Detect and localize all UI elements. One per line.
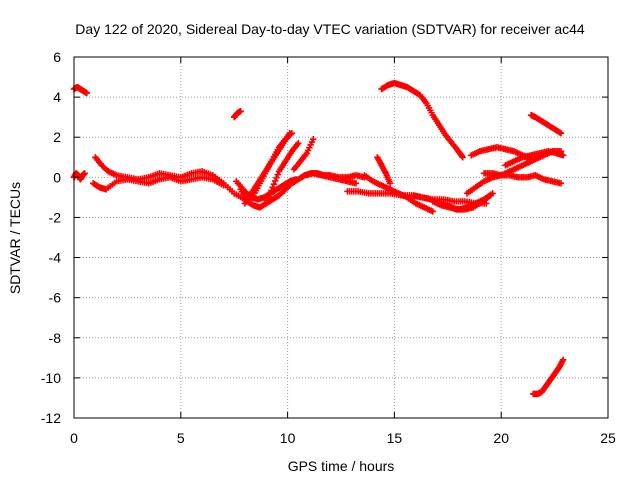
y-tick-label: -8	[49, 330, 62, 346]
data-point	[287, 131, 294, 138]
chart-title: Day 122 of 2020, Sidereal Day-to-day VTE…	[75, 21, 585, 37]
x-tick-label: 20	[493, 430, 509, 446]
data-point	[220, 182, 227, 189]
series-arc-short-7.6	[231, 107, 244, 121]
series-arc-17-19-low	[429, 190, 496, 213]
data-point	[386, 180, 394, 187]
series-arc-descend-14-17	[361, 172, 437, 215]
data-point	[458, 152, 466, 160]
y-tick-label: 0	[53, 169, 61, 185]
y-tick-label: -2	[49, 209, 62, 225]
series-arc-high-15	[378, 79, 466, 161]
plot-frame	[73, 56, 609, 419]
data-point	[272, 177, 279, 185]
data-point	[295, 140, 302, 147]
y-axis-ticks: -12 -10 -8 -6 -4 -2 0 2 4 6	[41, 49, 608, 426]
y-tick-label: -10	[41, 370, 61, 386]
series-arc-rise-4	[290, 136, 317, 173]
data-point	[459, 154, 466, 161]
series-arc-baseline-main	[92, 154, 249, 203]
data-point	[557, 130, 565, 137]
y-tick-label: -12	[41, 410, 61, 426]
data-point	[489, 190, 496, 197]
x-tick-label: 15	[387, 430, 403, 446]
data-point	[292, 176, 300, 183]
x-tick-label: 5	[177, 430, 185, 446]
series-arc-14-peak	[374, 154, 394, 187]
y-tick-label: -4	[49, 250, 62, 266]
data-point	[274, 171, 281, 178]
x-axis-ticks: 0 5 10 15 20 25	[70, 57, 616, 446]
data-point	[559, 356, 567, 364]
data-point	[237, 107, 244, 115]
y-tick-label: 2	[53, 129, 61, 145]
data-point	[557, 180, 565, 187]
data-point	[310, 136, 317, 143]
data-point	[556, 129, 563, 136]
y-tick-label: -6	[49, 290, 62, 306]
x-axis-label: GPS time / hours	[288, 458, 395, 474]
grid-lines	[74, 57, 608, 418]
data-point	[352, 180, 360, 187]
x-tick-label: 25	[600, 430, 616, 446]
data-point	[81, 170, 88, 177]
series-arc-mid-11-13	[301, 170, 360, 187]
series-arc-19-23-low	[480, 170, 565, 187]
data-point	[559, 152, 567, 159]
y-tick-label: 6	[53, 49, 61, 65]
y-axis-label: SDTVAR / TECUs	[7, 182, 23, 294]
series-arc-20-22-wave	[502, 148, 567, 169]
data-points	[70, 79, 567, 398]
data-point	[288, 130, 296, 137]
series-arc-21-23-high	[527, 111, 565, 137]
series-arc-baseline-lower	[90, 174, 227, 193]
series-arc-21-23-low	[530, 356, 567, 398]
data-point	[273, 174, 280, 181]
series-arc-14-17	[344, 188, 490, 207]
y-tick-label: 4	[53, 89, 61, 105]
x-tick-label: 10	[280, 430, 296, 446]
series-arc-upper-dip	[233, 176, 300, 203]
x-tick-label: 0	[70, 430, 78, 446]
data-point	[429, 208, 437, 215]
data-point	[83, 89, 91, 97]
data-point	[270, 180, 278, 188]
